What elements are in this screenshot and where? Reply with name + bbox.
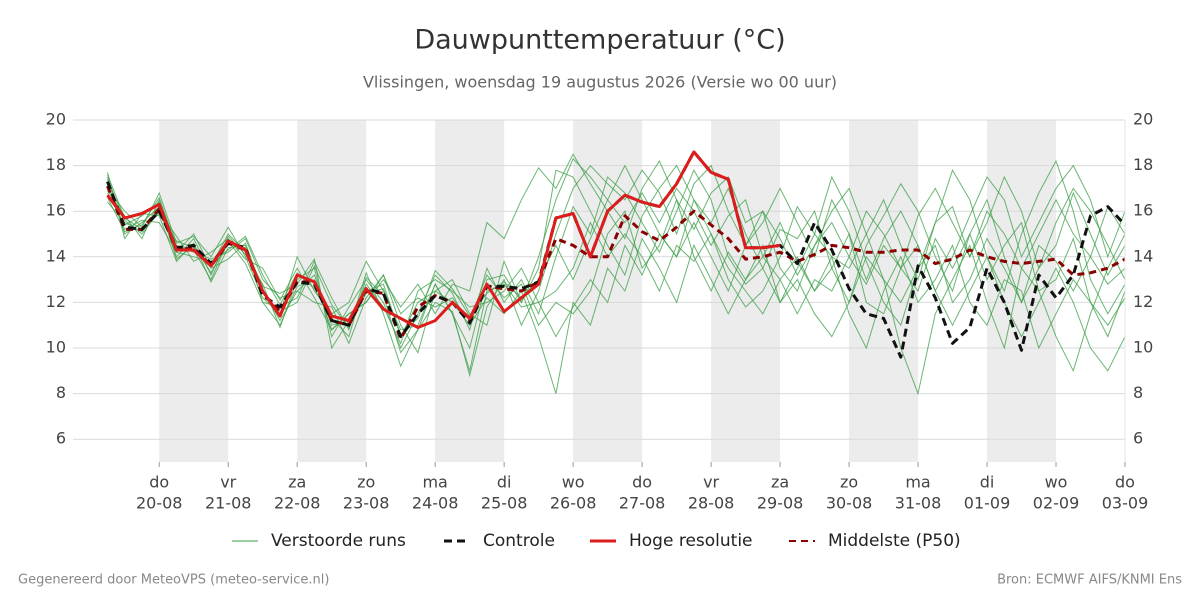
day-bands <box>159 120 1057 462</box>
series-line <box>106 185 1126 341</box>
y-tick-label: 20 <box>46 110 66 129</box>
ensemble-line <box>107 192 1126 372</box>
y-tick-label: 10 <box>46 338 66 357</box>
y2-tick-label: 18 <box>1133 155 1153 174</box>
legend-label: Hoge resolutie <box>629 531 753 551</box>
x-tick-label: di <box>497 473 512 492</box>
x-tick-label: vr <box>703 473 719 492</box>
y-tick-label: 12 <box>46 292 66 311</box>
x-tick-date: 23-08 <box>343 494 390 513</box>
x-tick-date: 20-08 <box>136 494 183 513</box>
x-tick-label: vr <box>220 473 236 492</box>
footer-right: Bron: ECMWF AIFS/KNMI Ens <box>997 573 1182 588</box>
footer-left: Gegenereerd door MeteoVPS (meteo-service… <box>18 573 329 588</box>
y2-tick-label: 12 <box>1133 292 1153 311</box>
y-tick-label: 8 <box>56 383 66 402</box>
axes: 6 6 8 8 10 10 12 12 14 14 16 16 18 18 20 20 do 20-08 vr 21-… <box>46 110 1154 513</box>
x-tick-label: ma <box>905 473 930 492</box>
x-tick-label: ma <box>422 473 447 492</box>
x-tick-label: zo <box>357 473 375 492</box>
lines <box>106 150 1127 396</box>
y2-tick-label: 14 <box>1133 246 1153 265</box>
x-tick-label: wo <box>1045 473 1068 492</box>
x-tick-date: 01-09 <box>964 494 1011 513</box>
series-line <box>106 150 781 329</box>
x-tick-date: 26-08 <box>550 494 597 513</box>
y-tick-label: 18 <box>46 155 66 174</box>
x-tick-date: 03-09 <box>1102 494 1149 513</box>
ensemble-line <box>107 164 1126 378</box>
y-tick-label: 16 <box>46 201 66 220</box>
y2-tick-label: 20 <box>1133 110 1153 129</box>
y2-tick-label: 8 <box>1133 383 1143 402</box>
y-tick-label: 14 <box>46 246 66 265</box>
grid <box>73 119 1125 440</box>
x-tick-label: zo <box>840 473 858 492</box>
x-tick-label: do <box>632 473 652 492</box>
y2-tick-label: 10 <box>1133 338 1153 357</box>
day-band <box>159 120 229 462</box>
y2-tick-label: 16 <box>1133 201 1153 220</box>
x-tick-label: do <box>149 473 169 492</box>
x-tick-date: 02-09 <box>1033 494 1080 513</box>
chart-title: Dauwpunttemperatuur (°C) <box>414 25 785 56</box>
y2-tick-label: 6 <box>1133 429 1143 448</box>
x-tick-label: za <box>288 473 306 492</box>
x-tick-date: 30-08 <box>826 494 873 513</box>
x-tick-date: 21-08 <box>205 494 252 513</box>
legend: Verstoorde runs Controle Hoge resolutie Mid… <box>232 531 961 551</box>
x-tick-label: di <box>980 473 995 492</box>
chart-subtitle: Vlissingen, woensdag 19 augustus 2026 (V… <box>363 73 837 92</box>
x-tick-date: 27-08 <box>619 494 666 513</box>
x-tick-label: za <box>771 473 789 492</box>
x-tick-date: 28-08 <box>688 494 735 513</box>
legend-label: Middelste (P50) <box>828 531 961 551</box>
x-tick-date: 25-08 <box>481 494 528 513</box>
x-tick-date: 29-08 <box>757 494 804 513</box>
day-band <box>297 120 367 462</box>
legend-label: Controle <box>483 531 555 551</box>
x-tick-label: wo <box>562 473 585 492</box>
x-tick-date: 31-08 <box>895 494 942 513</box>
x-tick-date: 24-08 <box>412 494 459 513</box>
ensemble-line <box>107 153 1126 331</box>
x-tick-label: do <box>1115 473 1135 492</box>
y-tick-label: 6 <box>56 429 66 448</box>
ensemble-line <box>107 196 1126 331</box>
ensemble-line <box>107 169 1126 350</box>
ensemble-line <box>107 183 1126 394</box>
x-tick-date: 22-08 <box>274 494 321 513</box>
legend-label: Verstoorde runs <box>271 531 406 551</box>
